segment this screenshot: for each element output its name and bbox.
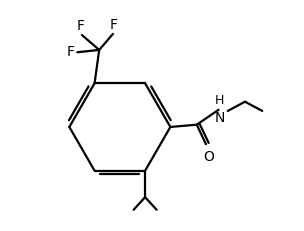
Text: O: O — [203, 150, 214, 164]
Text: N: N — [215, 111, 225, 125]
Text: H: H — [215, 94, 224, 107]
Text: F: F — [110, 18, 118, 32]
Text: F: F — [67, 45, 74, 59]
Text: F: F — [77, 19, 85, 33]
